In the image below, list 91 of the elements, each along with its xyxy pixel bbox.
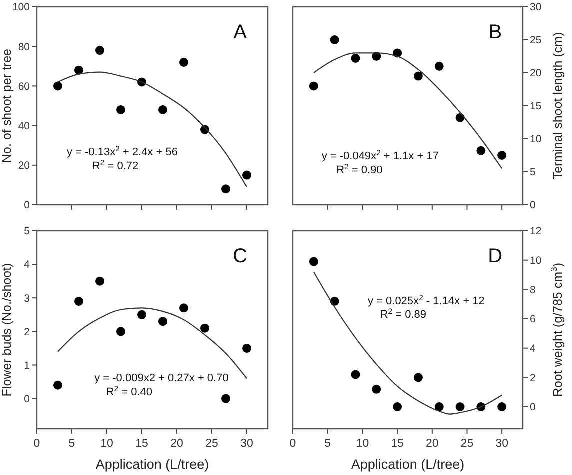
y2-tick-label: 0 xyxy=(530,200,536,212)
y2-tick-label: 0 xyxy=(530,402,536,414)
x-tick-label: 20 xyxy=(170,438,184,450)
y2-tick-label: 10 xyxy=(530,255,542,268)
annotation: R$^{2}$ = 0.72 xyxy=(92,158,139,172)
y-tick-label: 1 xyxy=(24,360,30,372)
x-tick-label: 10 xyxy=(356,438,370,450)
y-tick-label: 40 xyxy=(18,120,30,132)
point xyxy=(242,344,252,353)
x-tick-label: 30 xyxy=(240,438,254,450)
point xyxy=(414,72,423,81)
y-tick-label: 60 xyxy=(18,80,30,93)
x-tick-label: 25 xyxy=(460,438,474,450)
point xyxy=(434,62,444,71)
y2-tick-label: 30 xyxy=(530,2,542,14)
annotation: y = -0.049x$^{2}$ + 1.1x + 17 xyxy=(322,148,439,162)
point xyxy=(351,370,360,380)
point xyxy=(498,402,507,412)
point xyxy=(200,324,210,333)
annotation: C xyxy=(233,246,248,268)
x-tick-label: 5 xyxy=(324,438,332,450)
point xyxy=(351,54,360,63)
annotation: R$^{2}$ = 0.40 xyxy=(106,384,152,398)
y-tick-label: 0 xyxy=(24,393,30,406)
y-tick-label: 4 xyxy=(24,259,30,272)
point xyxy=(393,402,402,412)
point xyxy=(330,36,340,44)
point xyxy=(74,296,84,306)
point xyxy=(222,184,230,194)
y2-tick-label: 12 xyxy=(530,226,542,238)
point xyxy=(158,105,168,114)
x-tick-label: 15 xyxy=(136,438,148,450)
y2-tick-label: 25 xyxy=(530,34,542,47)
y2-tick-label: 10 xyxy=(530,134,542,146)
y-axis-title: Flower buds (No./shoot) xyxy=(0,263,14,397)
point xyxy=(222,394,230,404)
x-axis-title: Application (L/tree) xyxy=(96,457,210,472)
y-tick-label: 20 xyxy=(18,160,30,172)
x-tick-label: 25 xyxy=(206,438,218,450)
y2-tick-label: 8 xyxy=(530,284,536,296)
point xyxy=(180,58,188,67)
x-tick-label: 30 xyxy=(496,438,508,450)
point xyxy=(242,170,252,180)
annotation: R$^{2}$ = 0.90 xyxy=(336,162,383,176)
y-axis-title: No. of shoot per tree xyxy=(0,48,14,163)
annotation: B xyxy=(488,22,502,44)
point xyxy=(498,151,507,160)
point xyxy=(309,257,318,266)
annotation: y = -0.009x2 + 0.27x + 0.70 xyxy=(94,372,229,384)
y-tick-label: 3 xyxy=(24,292,30,305)
point xyxy=(456,402,465,412)
x-axis-title: Application (L/tree) xyxy=(351,457,465,472)
point xyxy=(476,146,486,156)
y2-tick-label: 2 xyxy=(530,372,536,384)
x-tick-label: 15 xyxy=(391,438,404,450)
annotation: D xyxy=(488,246,503,268)
point xyxy=(74,66,84,75)
point xyxy=(54,380,62,390)
point xyxy=(180,304,188,313)
x-tick-label: 20 xyxy=(426,438,439,450)
point xyxy=(158,317,168,326)
point xyxy=(54,82,62,91)
point xyxy=(309,82,318,91)
x-tick-label: 10 xyxy=(100,438,114,450)
y2-tick-label: 4 xyxy=(530,343,536,356)
y-tick-label: 0 xyxy=(24,200,30,212)
y2-tick-label: 6 xyxy=(530,314,536,326)
point xyxy=(116,105,126,114)
annotation: R$^{2}$ = 0.89 xyxy=(380,306,426,322)
x-tick-label: 5 xyxy=(68,438,76,450)
y2-axis-title: Terminal shoot length (cm) xyxy=(551,32,565,180)
y-tick-label: 5 xyxy=(24,226,30,238)
x-tick-label: 0 xyxy=(290,438,296,450)
point xyxy=(372,384,382,394)
point xyxy=(96,46,104,56)
y-tick-label: 2 xyxy=(24,326,30,338)
point xyxy=(434,402,444,412)
y-tick-label: 100 xyxy=(12,2,30,14)
y2-tick-label: 5 xyxy=(530,166,536,179)
y2-tick-label: 15 xyxy=(530,100,542,113)
annotation: y = -0.13x$^{2}$ + 2.4x + 56 xyxy=(66,144,178,158)
x-tick-label: 0 xyxy=(34,438,40,450)
line-series xyxy=(313,272,503,415)
annotation: y = 0.025x$^{2}$ - 1.14x + 12 xyxy=(368,292,485,308)
point xyxy=(116,327,126,336)
y2-tick-label: 20 xyxy=(530,68,542,80)
point xyxy=(414,373,423,382)
point xyxy=(96,276,104,286)
y-tick-label: 80 xyxy=(18,41,30,54)
annotation: A xyxy=(234,22,248,44)
point xyxy=(138,310,146,320)
